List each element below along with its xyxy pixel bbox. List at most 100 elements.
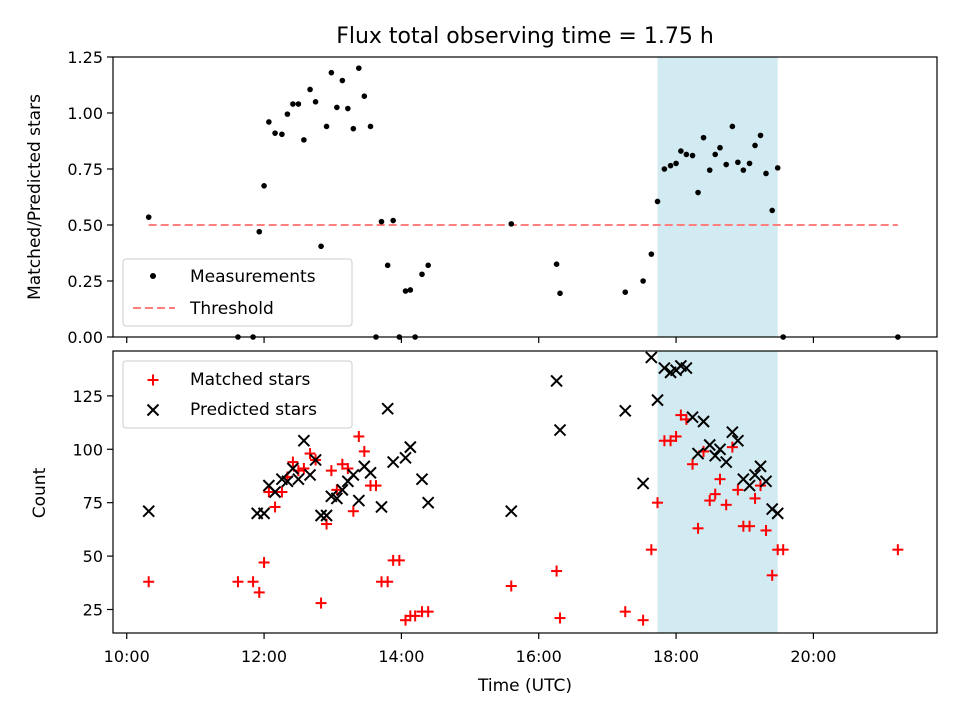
x-tick-label: 14:00 xyxy=(378,647,424,666)
matched-star-point xyxy=(143,576,155,588)
predicted-star-point-b xyxy=(553,423,567,437)
predicted-star-point-b xyxy=(358,460,371,473)
matched-star-point xyxy=(409,610,421,622)
predicted-star-point-b xyxy=(697,415,710,428)
measurement-point xyxy=(678,148,684,154)
measurement-point xyxy=(272,130,278,136)
measurement-point xyxy=(301,137,307,143)
top-plot-frame xyxy=(112,56,938,338)
predicted-star-point xyxy=(651,393,664,407)
predicted-star-point-b xyxy=(297,434,311,447)
measurement-point xyxy=(622,289,629,296)
measurement-point xyxy=(757,132,764,139)
predicted-star-point xyxy=(415,472,429,486)
predicted-star-point-b xyxy=(658,361,671,375)
predicted-star-point-b xyxy=(726,425,739,439)
matched-star-point xyxy=(276,486,288,498)
predicted-star-point-b xyxy=(505,505,518,518)
legend-matched-label: Matched stars xyxy=(190,370,310,390)
measurement-point xyxy=(339,77,346,84)
predicted-star-point xyxy=(364,466,377,479)
legend-predicted-marker xyxy=(146,403,160,417)
measurement-point xyxy=(752,142,758,149)
measurement-point xyxy=(700,134,707,141)
predicted-star-point xyxy=(257,507,271,520)
bottom-y-ticks: 25 50 75 100 125 xyxy=(72,387,113,620)
measurement-point xyxy=(261,183,267,189)
matched-star-point xyxy=(670,430,682,442)
predicted-star-point xyxy=(731,434,745,447)
matched-star-point xyxy=(298,463,310,474)
y-tick-label: 100 xyxy=(72,440,103,459)
predicted-star-point xyxy=(309,453,322,467)
matched-star-point xyxy=(382,576,394,588)
predicted-star-point-b xyxy=(771,507,784,520)
measurement-point xyxy=(356,65,362,71)
top-chart-panel: Flux total observing time = 1.75 h Match… xyxy=(25,24,938,347)
predicted-star-point-b xyxy=(364,466,377,479)
matched-star-point xyxy=(304,448,316,460)
predicted-star-point-b xyxy=(281,475,294,488)
measurement-point xyxy=(266,119,272,125)
x-tick-label: 20:00 xyxy=(790,647,836,666)
measurement-point xyxy=(323,123,330,130)
matched-star-point xyxy=(645,544,657,556)
measurement-point xyxy=(256,228,263,235)
measurement-point xyxy=(763,170,769,177)
predicted-star-point-b xyxy=(309,453,322,467)
predicted-star-point-b xyxy=(645,351,658,364)
matched-star-point xyxy=(263,486,275,498)
predicted-star-point xyxy=(708,449,722,462)
predicted-star-point-b xyxy=(286,462,300,475)
predicted-star-point xyxy=(375,500,388,514)
x-tick-label: 12:00 xyxy=(241,647,287,666)
matched-star-point xyxy=(247,576,259,588)
predicted-star-point-b xyxy=(262,479,276,492)
measurement-point xyxy=(640,278,646,284)
measurement-point xyxy=(774,165,781,171)
measurement-point xyxy=(723,161,729,168)
measurement-point xyxy=(729,123,736,130)
measurement-point xyxy=(706,167,713,173)
predicted-star-point-b xyxy=(619,404,632,418)
legend-cross-b xyxy=(146,403,160,417)
predicted-star-point xyxy=(330,492,344,505)
predicted-star-point xyxy=(399,451,412,465)
predicted-star-point-b xyxy=(257,507,271,520)
x-tick-label: 18:00 xyxy=(653,647,699,666)
matched-star-point xyxy=(704,495,716,507)
y-tick-label: 0.75 xyxy=(67,160,103,179)
predicted-star-point xyxy=(680,361,693,375)
top-y-axis-label: Matched/Predicted stars xyxy=(25,94,45,300)
matched-star-point xyxy=(766,569,778,581)
measurement-point xyxy=(312,99,319,105)
measurement-point xyxy=(717,144,723,151)
measurement-point xyxy=(667,162,674,169)
matched-star-point xyxy=(637,614,649,626)
measurement-point xyxy=(769,207,775,214)
predicted-star-point-b xyxy=(268,485,282,499)
matched-star-point xyxy=(720,499,732,511)
predicted-star-point-b xyxy=(303,468,317,482)
measurement-point xyxy=(683,151,690,158)
predicted-star-point xyxy=(303,468,317,482)
bottom-legend: Matched stars Predicted stars xyxy=(122,360,353,429)
predicted-star-point-b xyxy=(292,472,305,486)
measurement-point xyxy=(740,167,747,173)
predicted-star-point-b xyxy=(743,479,756,492)
measurement-point xyxy=(553,261,560,268)
matched-star-point xyxy=(744,520,756,532)
legend-cross xyxy=(146,403,160,417)
measurement-point xyxy=(318,243,324,250)
predicted-stars-points xyxy=(142,351,784,522)
predicted-star-point-b xyxy=(352,494,366,507)
matched-star-point xyxy=(331,484,343,496)
matched-star-point xyxy=(726,441,738,453)
measurement-point xyxy=(425,262,431,269)
measurement-point xyxy=(557,290,563,297)
measurement-point xyxy=(390,217,396,224)
x-tick-label: 16:00 xyxy=(516,647,562,666)
predicted-star-point xyxy=(142,505,155,518)
predicted-star-point-b xyxy=(737,472,750,486)
predicted-star-point xyxy=(697,415,710,428)
